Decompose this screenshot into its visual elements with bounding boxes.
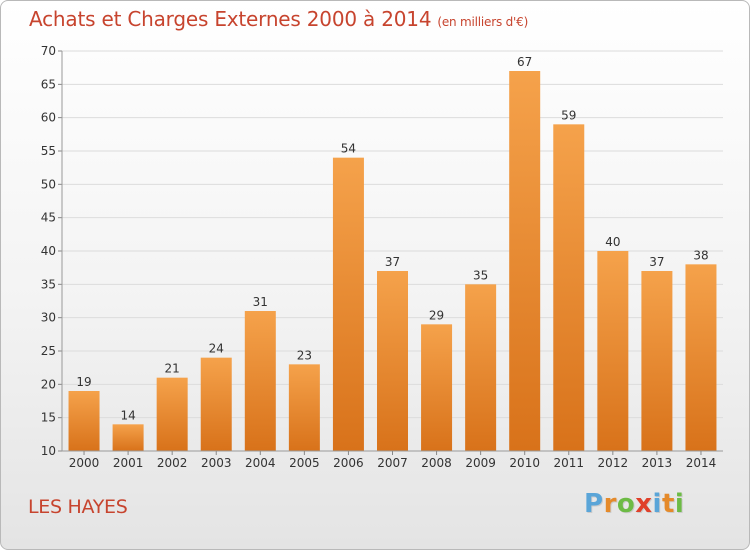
data-label: 29: [429, 308, 444, 322]
y-tick-label: 70: [41, 44, 56, 58]
data-label: 19: [76, 375, 91, 389]
data-label: 37: [385, 255, 400, 269]
x-tick-label: 2000: [69, 456, 100, 470]
chart-unit: (en milliers d'€): [437, 15, 529, 29]
y-tick-label: 15: [41, 411, 56, 425]
x-tick-label: 2014: [686, 456, 717, 470]
y-tick-label: 60: [41, 111, 56, 125]
x-tick-label: 2001: [113, 456, 144, 470]
data-label: 35: [473, 268, 488, 282]
bar: [200, 357, 232, 451]
bar: [509, 71, 541, 451]
data-label: 67: [517, 55, 532, 69]
bar: [553, 124, 585, 451]
x-tick-label: 2012: [598, 456, 629, 470]
x-tick-label: 2011: [553, 456, 584, 470]
logo-letter: P: [584, 489, 604, 519]
data-labels: 19 14 21 24 31 23 54 37 29 35 67 59 40 37 38: [76, 55, 708, 422]
y-tick-label: 30: [41, 311, 56, 325]
bar: [465, 284, 497, 451]
bar: [156, 377, 188, 451]
proxiti-logo: Proxiti: [584, 489, 684, 519]
bar: [288, 364, 320, 451]
data-label: 14: [120, 408, 135, 422]
x-tick-label: 2009: [465, 456, 496, 470]
x-tick-label: 2010: [509, 456, 540, 470]
chart-title: Achats et Charges Externes 2000 à 2014 (e…: [29, 7, 528, 31]
axes: 10 15 20 25 30 35 40 45 50 55 60 65 70 2000 2001 2002 20…: [41, 44, 723, 470]
logo-letter: i: [652, 489, 662, 519]
data-label: 37: [649, 255, 664, 269]
y-tick-label: 25: [41, 344, 56, 358]
data-label: 59: [561, 108, 576, 122]
logo-letter: x: [635, 489, 653, 519]
x-tick-label: 2004: [245, 456, 276, 470]
bar: [377, 271, 408, 451]
x-tick-label: 2006: [333, 456, 364, 470]
logo-letter: o: [616, 489, 636, 519]
bars: [68, 71, 717, 451]
y-tick-label: 55: [41, 144, 56, 158]
data-label: 54: [341, 142, 356, 156]
y-tick-label: 40: [41, 244, 56, 258]
y-tick-label: 65: [41, 77, 56, 91]
bar: [68, 391, 100, 451]
x-tick-label: 2008: [421, 456, 452, 470]
bar: [244, 311, 276, 451]
bar: [332, 157, 364, 451]
logo-letter: r: [603, 489, 617, 519]
x-tick-label: 2003: [201, 456, 232, 470]
logo-letter: t: [661, 489, 675, 519]
y-tick-label: 50: [41, 177, 56, 191]
data-label: 38: [693, 248, 708, 262]
data-label: 23: [297, 348, 312, 362]
bar: [597, 251, 629, 451]
x-tick-label: 2007: [377, 456, 408, 470]
bar: [112, 424, 144, 451]
bar: [421, 324, 453, 451]
data-label: 40: [605, 235, 620, 249]
x-tick-label: 2002: [157, 456, 188, 470]
commune-name: LES HAYES: [28, 496, 128, 518]
x-tick-label: 2005: [289, 456, 320, 470]
data-label: 21: [165, 362, 180, 376]
x-tick-label: 2013: [642, 456, 673, 470]
chart-title-text: Achats et Charges Externes 2000 à 2014: [29, 7, 432, 31]
logo-letter: i: [674, 489, 685, 519]
y-tick-label: 35: [41, 277, 56, 291]
y-tick-label: 20: [41, 377, 56, 391]
y-tick-label: 45: [41, 211, 56, 225]
data-label: 31: [253, 295, 268, 309]
y-tick-label: 10: [41, 444, 56, 458]
bar: [685, 264, 717, 451]
data-label: 24: [209, 342, 224, 356]
bar: [641, 271, 673, 451]
